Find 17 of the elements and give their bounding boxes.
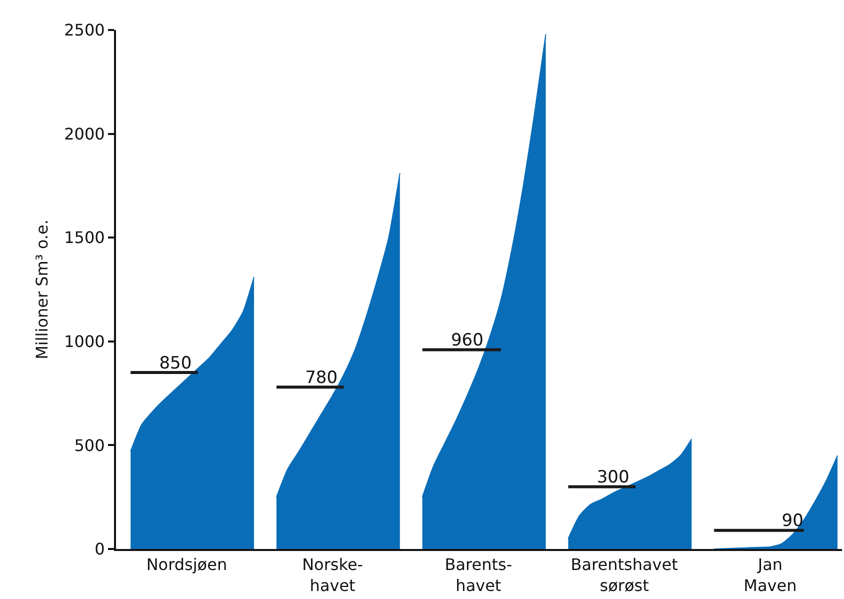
data-label: 90 <box>782 511 804 532</box>
x-tick-label: Barentshavet sørøst <box>570 555 678 595</box>
x-tick-label: Nordsjøen <box>146 555 228 574</box>
x-tick-label: Barents- havet <box>444 555 512 595</box>
y-axis-title: Millioner Sm³ o.e. <box>32 220 52 360</box>
y-tick-label: 1500 <box>64 228 105 248</box>
y-tick-label: 0 <box>94 540 105 559</box>
data-label: 300 <box>596 467 630 488</box>
x-tick-label: Norske- havet <box>302 555 364 595</box>
data-label: 960 <box>450 330 484 350</box>
y-tick-label: 2500 <box>64 20 105 40</box>
x-tick-label: Jan Maven <box>744 555 797 595</box>
y-tick-label: 1000 <box>64 332 105 351</box>
data-label: 850 <box>159 353 192 374</box>
y-tick-label: 2000 <box>64 124 105 144</box>
y-tick-label: 500 <box>74 436 105 455</box>
data-label: 780 <box>305 368 338 388</box>
